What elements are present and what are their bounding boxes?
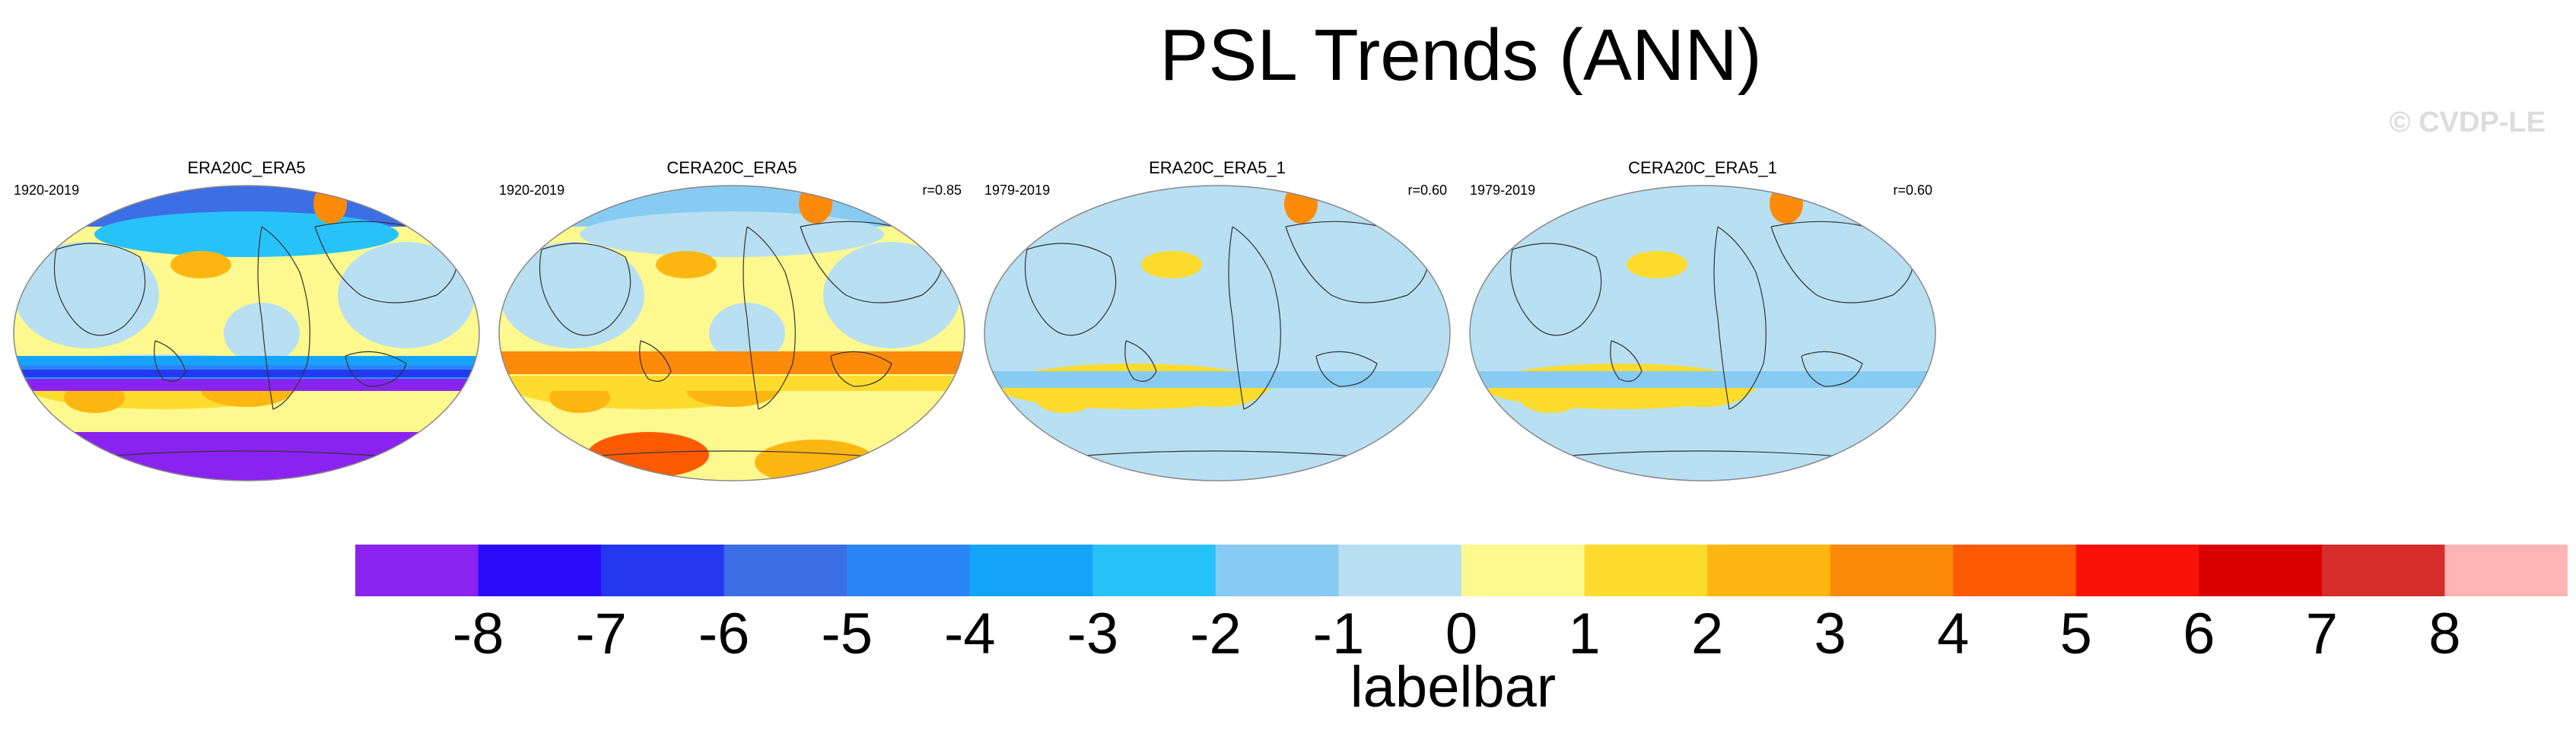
colorbar-segment <box>1338 545 1462 596</box>
trend-region <box>709 303 785 364</box>
panel-title: ERA20C_ERA5 <box>187 158 306 177</box>
colorbar-segment <box>1953 545 2077 596</box>
colorbar-segment <box>478 545 602 596</box>
trend-band <box>14 432 479 481</box>
trend-region <box>1770 186 1803 224</box>
trend-band <box>14 370 479 377</box>
trend-region <box>1794 242 1931 348</box>
colorbar-tick-label: -7 <box>575 602 627 666</box>
colorbar-tick-label: 6 <box>2183 602 2215 666</box>
colorbar-tick-label: 3 <box>1814 602 1846 666</box>
map-panel: ERA20C_ERA5_1 1979-2019 r=0.60 <box>974 152 1461 487</box>
trend-region <box>823 242 960 348</box>
trend-region <box>313 186 347 224</box>
panel-correlation: r=0.60 <box>1893 183 1932 198</box>
map-projection <box>1469 185 1936 481</box>
map-projection <box>984 185 1451 481</box>
trend-band <box>14 379 479 391</box>
colorbar-segment <box>2075 545 2199 596</box>
colorbar-tick-label: 0 <box>1445 602 1478 666</box>
trend-region <box>1194 303 1271 364</box>
trend-region <box>580 211 884 257</box>
colorbar-segment <box>1092 545 1216 596</box>
map-outline <box>498 185 965 481</box>
colorbar <box>355 545 2568 596</box>
panel-correlation: r=0.85 <box>922 183 962 198</box>
map-projection <box>13 185 480 481</box>
trend-region <box>1520 383 1581 413</box>
trend-region <box>1035 383 1096 413</box>
colorbar-segment <box>1830 545 1954 596</box>
panel-title: CERA20C_ERA5 <box>666 158 797 177</box>
trend-region <box>1284 186 1318 224</box>
trend-region <box>94 211 399 257</box>
map-outline <box>984 185 1451 481</box>
colorbar-tick-label: -3 <box>1067 602 1119 666</box>
colorbar-tick-label: 2 <box>1690 602 1724 666</box>
colorbar-segment <box>969 545 1093 596</box>
trend-region <box>170 251 231 278</box>
trend-band <box>984 371 1450 388</box>
trend-region <box>1141 251 1202 278</box>
trend-region <box>1627 251 1687 278</box>
panel-period: 1979-2019 <box>1470 183 1536 198</box>
colorbar-segment <box>1584 545 1708 596</box>
colorbar-segment <box>1707 545 1831 596</box>
colorbar-tick-label: 7 <box>2305 602 2339 666</box>
trend-region <box>1065 211 1369 257</box>
panel-period: 1979-2019 <box>984 183 1051 198</box>
trend-region <box>1550 211 1855 257</box>
colorbar-label: labelbar <box>1350 655 1557 720</box>
colorbar-tick-label: -8 <box>452 602 504 666</box>
colorbar-tick-label: 4 <box>1937 602 1970 666</box>
colorbar-segment <box>724 545 848 596</box>
colorbar-segment <box>1215 545 1339 596</box>
panel-title: CERA20C_ERA5_1 <box>1628 158 1777 177</box>
trend-region <box>799 186 832 224</box>
panel-period: 1920-2019 <box>14 183 80 198</box>
colorbar-tick-label: -1 <box>1312 602 1365 666</box>
trend-band <box>1470 371 1935 388</box>
map-projection <box>498 185 965 481</box>
colorbar-segment <box>355 545 479 596</box>
map-outline <box>1469 185 1936 481</box>
colorbar-tick-label: 8 <box>2428 602 2461 666</box>
panel-title: ERA20C_ERA5_1 <box>1149 158 1286 177</box>
colorbar-segment <box>601 545 725 596</box>
colorbar-tick-label: -5 <box>821 602 873 666</box>
colorbar-tick-label: -6 <box>698 602 750 666</box>
figure-title: PSL Trends (ANN) <box>1159 14 1762 96</box>
trend-region <box>14 242 159 348</box>
map-panel: CERA20C_ERA5_1 1979-2019 r=0.60 <box>1459 152 1946 487</box>
trend-region <box>656 251 717 278</box>
colorbar-tick-label: 5 <box>2059 602 2092 666</box>
trend-band <box>499 351 965 374</box>
trend-region <box>1309 242 1445 348</box>
watermark: © CVDP-LE <box>2389 106 2546 138</box>
trend-region <box>1471 242 1615 348</box>
trend-region <box>224 303 300 364</box>
colorbar-segment <box>2444 545 2568 596</box>
colorbar-segment <box>1461 545 1585 596</box>
trend-region <box>1680 303 1756 364</box>
colorbar-tick-label: -2 <box>1190 602 1242 666</box>
colorbar-segment <box>2321 545 2445 596</box>
map-outline <box>13 185 480 481</box>
panel-correlation: r=0.60 <box>1407 183 1447 198</box>
coastlines <box>1011 221 1429 463</box>
colorbar-segment <box>847 545 971 596</box>
trend-region <box>500 242 644 348</box>
colorbar-tick-label: -4 <box>943 602 996 666</box>
trend-region <box>985 242 1130 348</box>
panel-period: 1920-2019 <box>499 183 565 198</box>
trend-region <box>338 242 475 348</box>
map-panel: CERA20C_ERA5 1920-2019 r=0.85 <box>488 152 975 487</box>
map-panel: ERA20C_ERA5 1920-2019 <box>3 152 490 487</box>
colorbar-segment <box>2199 545 2323 596</box>
colorbar-tick-label: 1 <box>1568 602 1601 666</box>
